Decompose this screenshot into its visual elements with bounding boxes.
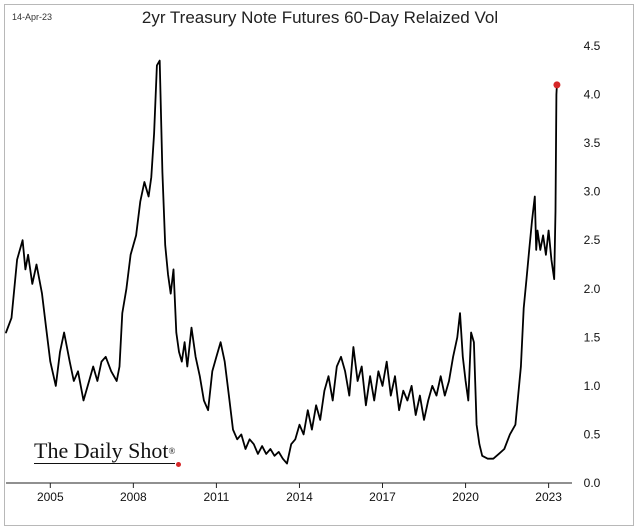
series-line: [5, 59, 558, 465]
y-tick-label: 3.5: [584, 136, 601, 150]
y-tick-label: 2.5: [584, 233, 601, 247]
chart-marks: [5, 59, 561, 465]
chart-axes: 2005 2008 2011 2014 2017 2020 2023 0.0 0.5 1.0 1.5…: [6, 39, 601, 504]
y-tick-label: 4.0: [584, 88, 601, 102]
x-tick-label: 2005: [37, 490, 64, 504]
y-tick-label: 1.5: [584, 330, 601, 344]
y-tick-label: 0.5: [584, 427, 601, 441]
x-tick-label: 2023: [535, 490, 562, 504]
x-tick-label: 2008: [120, 490, 147, 504]
y-tick-label: 1.0: [584, 379, 601, 393]
chart-frame: [4, 4, 634, 526]
x-tick-label: 2017: [369, 490, 396, 504]
x-tick-label: 2011: [203, 490, 229, 504]
date-label: 14-Apr-23: [12, 12, 53, 22]
latest-value-marker: [553, 81, 561, 89]
y-tick-label: 2.0: [584, 282, 601, 296]
x-tick-label: 2014: [286, 490, 313, 504]
brand-logo: The Daily Shot®: [34, 438, 176, 464]
brand-text: The Daily Shot: [34, 438, 169, 463]
brand-mark: ®: [168, 446, 176, 456]
chart-title: 2yr Treasury Note Futures 60-Day Relaize…: [141, 8, 499, 27]
brand-dot: [176, 462, 181, 467]
y-tick-label: 3.0: [584, 185, 601, 199]
y-tick-label: 4.5: [584, 39, 601, 53]
y-tick-label: 0.0: [584, 476, 601, 490]
x-tick-label: 2020: [452, 490, 479, 504]
